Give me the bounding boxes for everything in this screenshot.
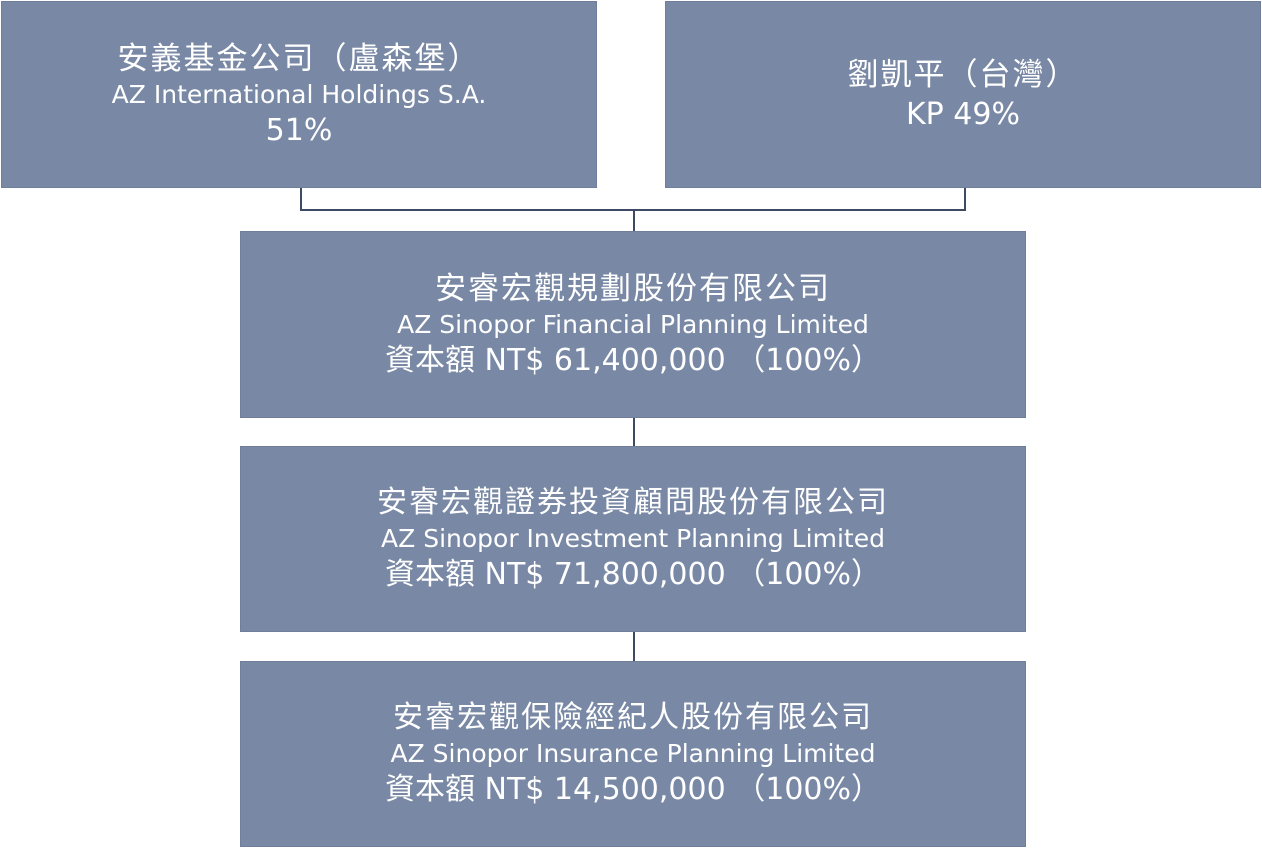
company-capital: 資本額 NT$ 61,400,000 （100%） (385, 342, 881, 378)
shareholder-share: KP 49% (906, 96, 1020, 132)
company-capital: 資本額 NT$ 71,800,000 （100%） (385, 557, 881, 592)
company-capital: 資本額 NT$ 14,500,000 （100%） (385, 772, 881, 807)
company-box-investment-planning: 安睿宏觀證券投資顧問股份有限公司 AZ Sinopor Investment P… (240, 446, 1026, 632)
shareholder-share: 51% (265, 112, 333, 148)
company-name-zh: 安睿宏觀證券投資顧問股份有限公司 (377, 485, 889, 520)
shareholder-name-zh: 安義基金公司（盧森堡） (117, 40, 481, 77)
shareholder-box-az-international: 安義基金公司（盧森堡） AZ International Holdings S.… (1, 1, 597, 188)
shareholder-box-kp: 劉凱平（台灣） KP 49% (665, 1, 1261, 188)
company-box-financial-planning: 安睿宏觀規劃股份有限公司 AZ Sinopor Financial Planni… (240, 231, 1026, 418)
shareholder-name-en: AZ International Holdings S.A. (111, 79, 487, 109)
shareholder-bracket-connector (300, 188, 966, 211)
company-name-zh: 安睿宏觀保險經紀人股份有限公司 (393, 700, 873, 735)
shareholder-name-zh: 劉凱平（台灣） (847, 56, 1079, 93)
company-name-en: AZ Sinopor Insurance Planning Limited (390, 739, 876, 768)
company-name-en: AZ Sinopor Financial Planning Limited (397, 309, 869, 339)
company-name-en: AZ Sinopor Investment Planning Limited (381, 524, 885, 553)
company-name-zh: 安睿宏觀規劃股份有限公司 (435, 270, 831, 307)
company-box-insurance-planning: 安睿宏觀保險經紀人股份有限公司 AZ Sinopor Insurance Pla… (240, 661, 1026, 847)
